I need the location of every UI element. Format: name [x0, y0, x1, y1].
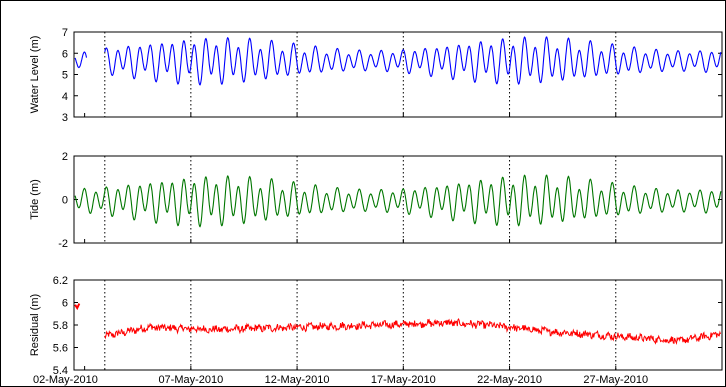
y-tick-label: 0: [62, 195, 68, 207]
x-tick-label: 12-May-2010: [265, 374, 330, 386]
y-tick-label: 7: [62, 27, 68, 39]
y-tick-label: 5.4: [53, 365, 68, 377]
panel-tide: -2 0 2 Tide (m): [29, 151, 723, 250]
y-tick-label: 6: [62, 48, 68, 60]
y-tick-label: 3: [62, 112, 68, 124]
x-tick-label: 22-May-2010: [477, 374, 542, 386]
y-tick-label: 2: [62, 151, 68, 163]
series-line: [74, 174, 722, 228]
series-line: [74, 303, 81, 311]
x-tick-label: 02-May-2010: [33, 374, 98, 386]
axes-box: [73, 155, 723, 244]
y-tick-label: -2: [58, 238, 68, 250]
series-line: [74, 51, 88, 69]
series-line: [104, 36, 722, 86]
y-tick-label: 6: [62, 298, 68, 310]
y-tick-label: 5.8: [53, 320, 68, 332]
y-axis-label: Water Level (m): [29, 36, 41, 114]
axes-box: [73, 31, 723, 118]
x-tick-label: 07-May-2010: [158, 374, 223, 386]
y-axis-label: Residual (m): [29, 294, 41, 356]
panel-residual: 5.4 5.6 5.8 6 6.2 Residual (m): [29, 275, 723, 377]
y-tick-label: 5.6: [53, 343, 68, 355]
x-tick-label: 27-May-2010: [583, 374, 648, 386]
y-tick-label: 4: [62, 91, 68, 103]
axes-box: [73, 279, 723, 371]
x-tick-label: 17-May-2010: [371, 374, 436, 386]
y-axis-label: Tide (m): [29, 179, 41, 220]
y-tick-label: 5: [62, 70, 68, 82]
y-tick-label: 6.2: [53, 275, 68, 287]
series-line: [104, 317, 721, 346]
panel-water-level: 3 4 5 6 7 Water Level (m): [29, 27, 723, 124]
